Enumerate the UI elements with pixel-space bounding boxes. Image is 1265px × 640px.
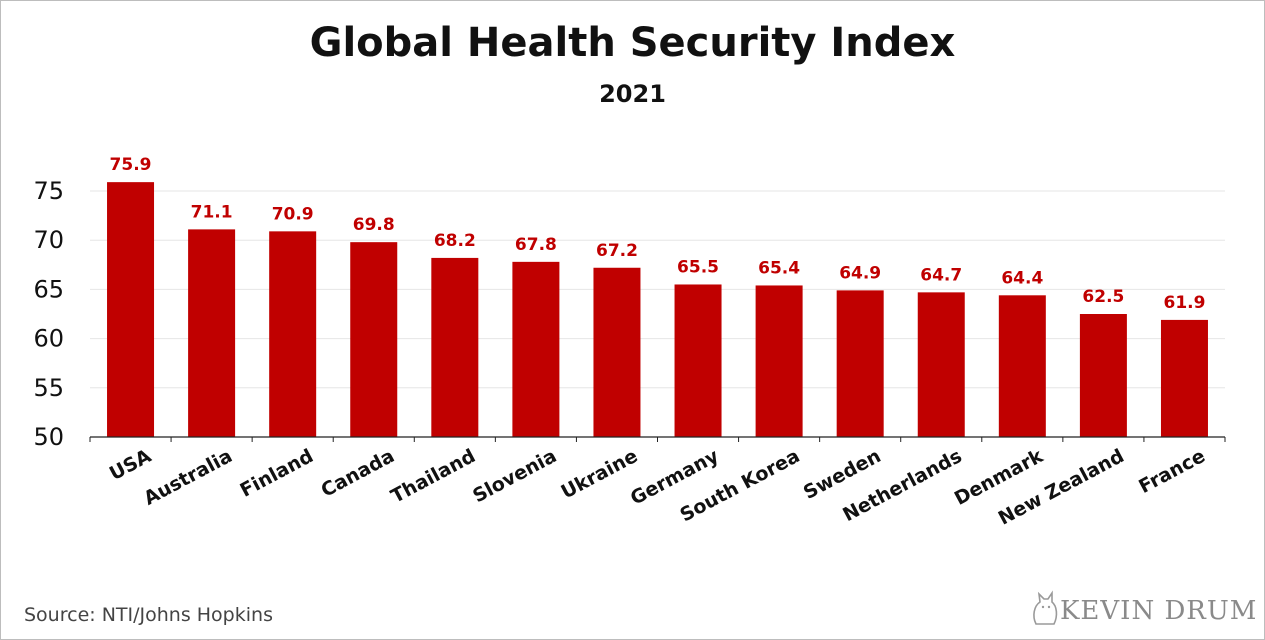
data-label: 61.9 <box>1163 293 1205 313</box>
bar <box>107 182 155 437</box>
x-tick-label: Australia <box>140 445 236 510</box>
data-label: 75.9 <box>110 155 152 175</box>
data-label: 64.7 <box>920 265 962 285</box>
x-tick-label: Slovenia <box>469 445 560 507</box>
y-tick-label: 70 <box>33 226 64 254</box>
brand-name: KEVIN DRUM <box>1060 596 1258 626</box>
data-label: 70.9 <box>272 204 314 224</box>
gridlines <box>90 190 1225 389</box>
x-tick-label: Canada <box>318 445 399 502</box>
source-note: Source: NTI/Johns Hopkins <box>24 604 273 626</box>
bar <box>998 295 1046 437</box>
data-label: 69.8 <box>353 215 395 235</box>
data-label: 71.1 <box>191 202 233 222</box>
bar <box>836 290 884 437</box>
bars <box>107 182 1208 437</box>
x-tick-label: France <box>1135 445 1209 498</box>
y-tick-label: 65 <box>33 275 64 303</box>
bar <box>917 292 965 437</box>
bar <box>431 257 479 437</box>
bar <box>1160 319 1208 437</box>
bar <box>674 284 722 437</box>
x-tick-label: Thailand <box>387 445 479 508</box>
y-axis: 50 55 60 65 70 75 <box>33 177 64 451</box>
brand-logo: KEVIN DRUM <box>1030 590 1257 626</box>
bar <box>512 261 560 437</box>
bar <box>1079 314 1127 437</box>
data-label: 65.5 <box>677 257 719 277</box>
x-tick-label: Finland <box>237 445 318 502</box>
data-label: 64.4 <box>1001 268 1043 288</box>
bar <box>188 229 236 437</box>
data-label: 68.2 <box>434 231 476 251</box>
y-tick-label: 75 <box>33 177 64 205</box>
y-tick-label: 50 <box>33 423 64 451</box>
data-label: 64.9 <box>839 263 881 283</box>
chart-subtitle: 2021 <box>599 80 666 108</box>
y-tick-label: 55 <box>33 374 64 402</box>
x-tick-label: USA <box>106 445 155 485</box>
bar <box>593 267 641 437</box>
cat-icon <box>1033 590 1058 625</box>
data-label: 65.4 <box>758 258 800 278</box>
data-label: 67.2 <box>596 241 638 261</box>
bar <box>350 242 398 437</box>
chart-title: Global Health Security Index <box>309 20 956 66</box>
data-label: 67.8 <box>515 235 557 255</box>
value-labels: 75.9 71.1 70.9 69.8 68.2 67.8 67.2 65.5 65.4 64.9… <box>110 155 1206 313</box>
bar <box>755 285 803 437</box>
y-tick-label: 60 <box>33 325 64 353</box>
data-label: 62.5 <box>1082 287 1124 307</box>
bar <box>269 231 317 437</box>
